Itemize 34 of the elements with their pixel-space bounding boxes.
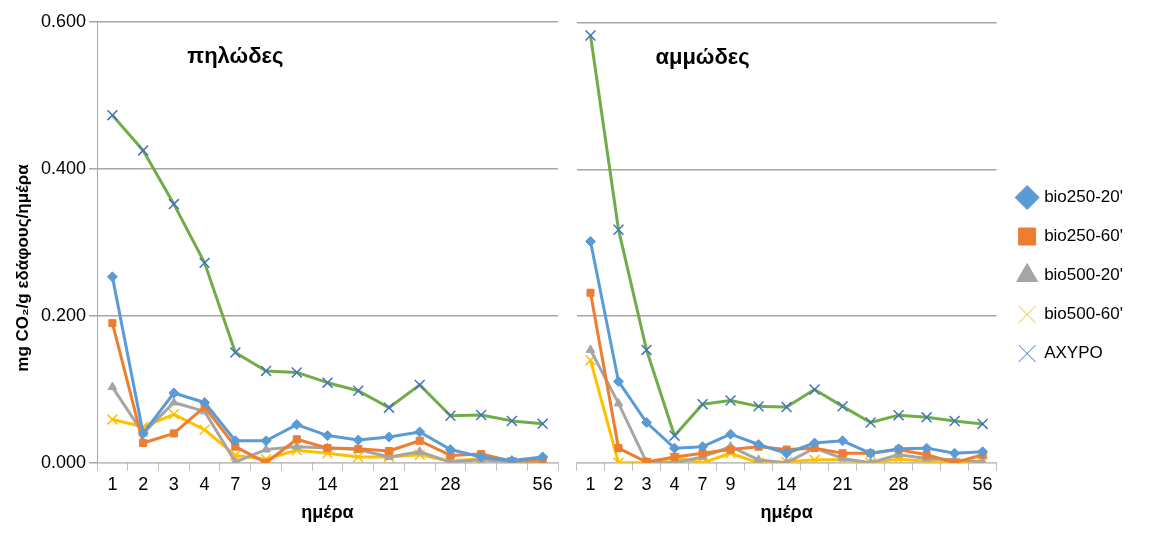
x-tick-label: 56 [532, 473, 553, 494]
x-tick-label: 14 [776, 473, 797, 494]
y-tick-label: 0.200 [41, 304, 87, 325]
x-tick-label: 4 [199, 473, 210, 494]
x-tick-label: 28 [888, 473, 909, 494]
x-tick-label: 9 [725, 473, 736, 494]
y-tick-label: 0.000 [41, 451, 87, 472]
x-tick-label: 2 [613, 473, 624, 494]
x-tick-label: 1 [107, 473, 118, 494]
legend-label: bio250-20' [1044, 187, 1124, 207]
y-axis-title: mg CO₂/g εδάφους/ημέρα [13, 164, 33, 372]
x-tick-label: 28 [440, 473, 461, 494]
legend-label: bio500-20' [1044, 265, 1124, 285]
x-tick-label: 14 [317, 473, 338, 494]
x-axis-title: ημέρα [301, 502, 354, 523]
x-tick-label: 4 [669, 473, 680, 494]
x-tick-label: 9 [261, 473, 272, 494]
legend-label: bio500-60' [1044, 304, 1124, 324]
x-tick-label: 2 [138, 473, 149, 494]
x-tick-label: 7 [230, 473, 241, 494]
x-tick-label: 21 [832, 473, 853, 494]
text: αμμώδες [655, 44, 750, 70]
y-tick-label: 0.400 [41, 157, 87, 178]
x-tick-label: 3 [168, 473, 179, 494]
y-tick-label: 0.600 [41, 10, 87, 31]
legend-label: AXYPO [1044, 343, 1103, 363]
x-axis-title: ημέρα [760, 502, 813, 523]
x-tick-label: 56 [972, 473, 993, 494]
x-tick-label: 7 [697, 473, 708, 494]
x-tick-label: 1 [585, 473, 596, 494]
legend-label: bio250-60' [1044, 226, 1124, 246]
text: πηλώδες [187, 42, 284, 68]
x-tick-label: 21 [378, 473, 399, 494]
x-tick-label: 3 [641, 473, 652, 494]
